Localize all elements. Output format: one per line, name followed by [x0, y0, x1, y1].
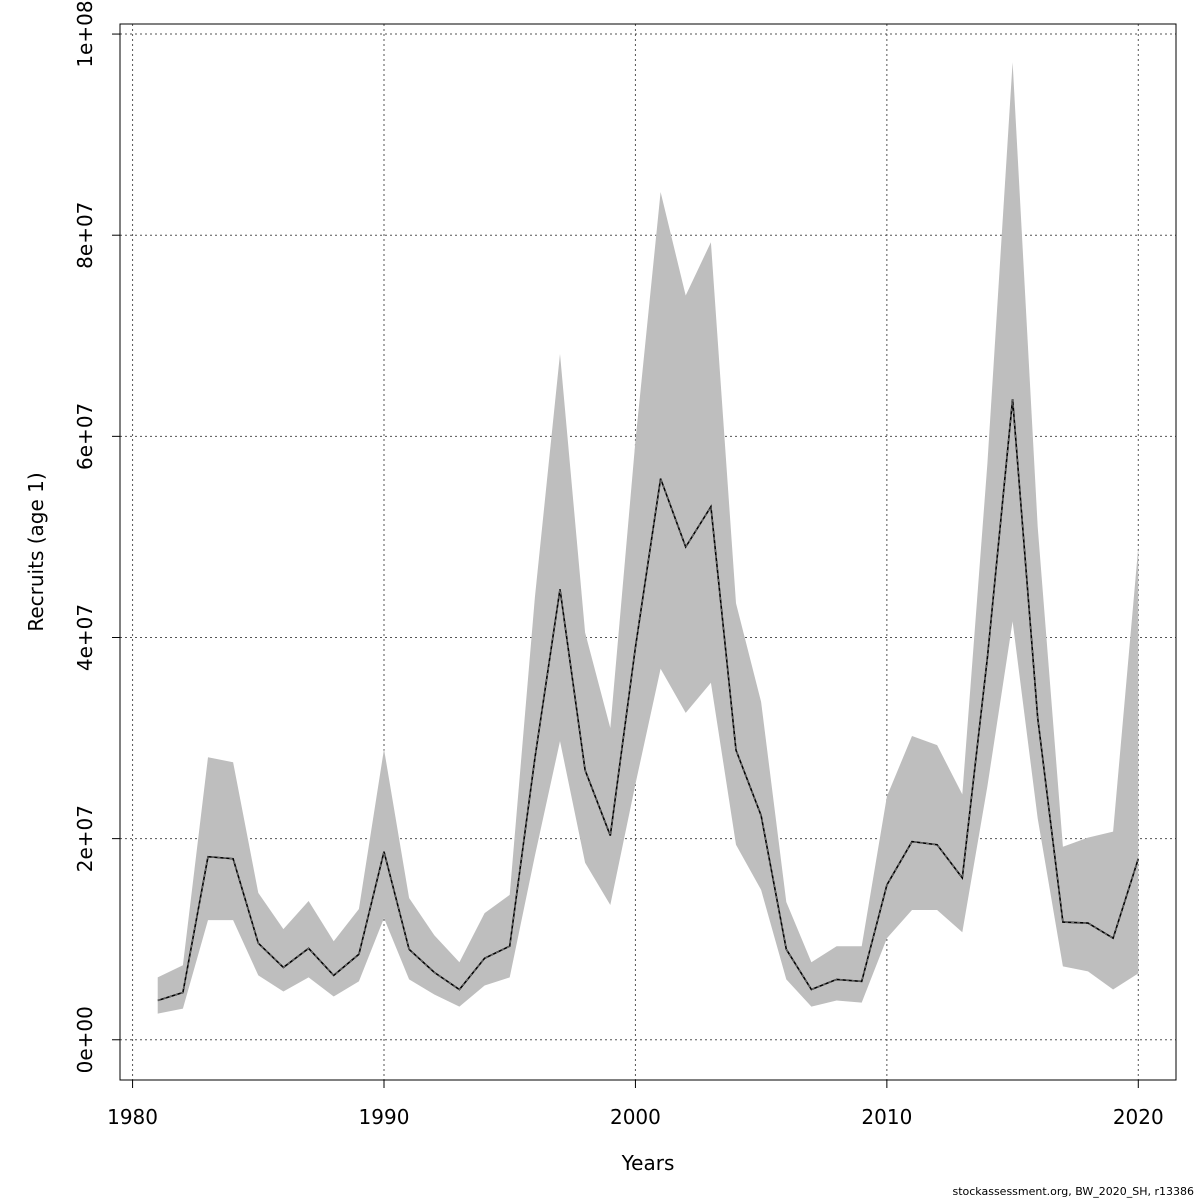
estimate-line-dashed	[157, 399, 1139, 1001]
y-tick-label: 8e+07	[73, 202, 97, 269]
y-axis-title: Recruits (age 1)	[24, 472, 48, 631]
x-tick-label: 2020	[1113, 1105, 1164, 1129]
x-axis: 1980 1990 2000 2010 2020	[107, 1079, 1164, 1129]
y-tick-label: 1e+08	[73, 0, 97, 67]
x-tick-label: 2010	[861, 1105, 912, 1129]
y-axis: 0e+00 2e+07 4e+07 6e+07 8e+07 1e+08	[73, 0, 121, 1073]
y-tick-label: 0e+00	[73, 1006, 97, 1073]
estimate-line	[157, 399, 1140, 1002]
x-tick-label: 2000	[610, 1105, 661, 1129]
x-tick-label: 1990	[359, 1105, 410, 1129]
x-axis-title: Years	[621, 1151, 675, 1175]
x-tick-label: 1980	[107, 1105, 158, 1129]
y-tick-label: 6e+07	[73, 403, 97, 470]
y-tick-label: 2e+07	[73, 805, 97, 872]
y-tick-label: 4e+07	[73, 604, 97, 671]
credit-text: stockassessment.org, BW_2020_SH, r13386	[952, 1185, 1194, 1198]
confidence-band	[157, 62, 1139, 1014]
